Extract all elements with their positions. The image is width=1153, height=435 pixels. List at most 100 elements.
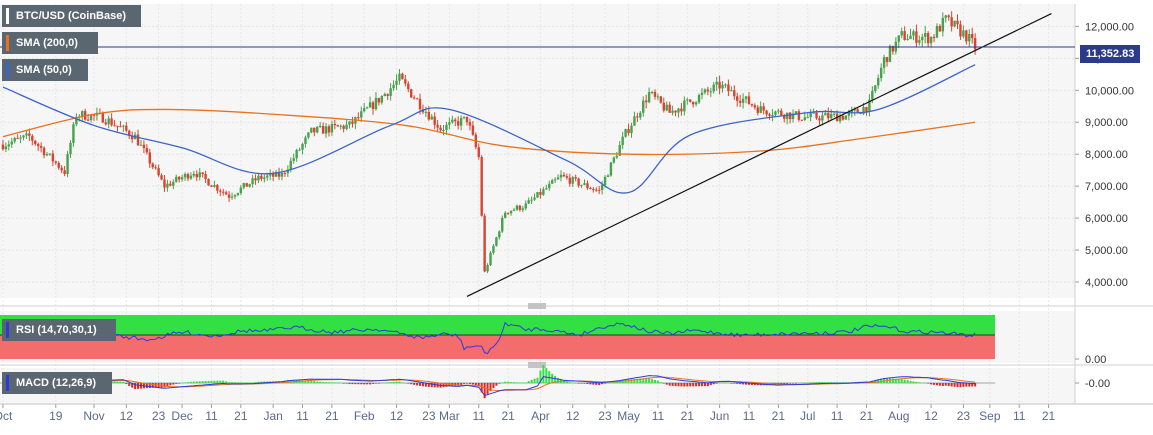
legend-macd[interactable]: MACD (12,26,9) — [2, 372, 112, 394]
candle-up — [363, 108, 366, 112]
candle-up — [424, 111, 428, 113]
candle-up — [289, 160, 292, 170]
candle-up — [486, 265, 489, 272]
candle-up — [274, 171, 278, 177]
macd-hist-bar — [935, 383, 938, 386]
macd-hist-bar — [833, 382, 836, 383]
x-tick-label: Sep — [979, 409, 1001, 423]
x-tick-label: 12 — [390, 409, 404, 423]
candle-up — [862, 107, 865, 114]
candle-down — [518, 205, 522, 210]
candle-up — [844, 115, 848, 120]
candle-up — [791, 113, 795, 120]
macd-hist-bar — [189, 381, 192, 383]
macd-hist-bar — [216, 380, 219, 383]
candle-down — [680, 108, 683, 112]
candle-up — [874, 85, 877, 91]
macd-hist-bar — [239, 382, 242, 384]
candle-up — [189, 175, 193, 179]
candle-up — [921, 36, 924, 41]
candle-up — [139, 144, 143, 146]
macd-hist-bar — [357, 383, 360, 385]
candle-down — [219, 190, 222, 192]
candle-up — [304, 137, 307, 144]
macd-hist-bar — [747, 383, 750, 385]
candle-down — [659, 96, 663, 103]
macd-hist-bar — [360, 383, 363, 385]
candle-down — [271, 173, 275, 177]
macd-hist-bar — [313, 381, 316, 383]
candle-down — [321, 125, 325, 134]
candle-down — [644, 100, 648, 103]
candle-up — [721, 84, 724, 89]
candle-up — [556, 177, 560, 180]
candle-up — [122, 125, 125, 127]
candle-up — [715, 81, 718, 85]
current-price-label: 11,352.83 — [1080, 45, 1141, 63]
macd-hist-bar — [507, 381, 510, 383]
candle-up — [286, 169, 290, 174]
macd-hist-bar — [204, 381, 207, 383]
candle-up — [4, 146, 8, 150]
candle-down — [333, 123, 337, 126]
macd-hist-bar — [718, 382, 721, 384]
macd-hist-bar — [706, 383, 709, 387]
legend-main[interactable]: BTC/USD (CoinBase) — [2, 5, 141, 27]
candle-up — [671, 110, 674, 113]
macd-hist-bar — [354, 383, 357, 385]
legend-sma50[interactable]: SMA (50,0) — [2, 59, 88, 81]
candle-down — [865, 107, 868, 112]
candle-up — [868, 99, 871, 112]
legend-main-label: BTC/USD (CoinBase) — [16, 10, 127, 22]
candle-up — [365, 107, 369, 109]
legend-sma200[interactable]: SMA (200,0) — [2, 32, 98, 54]
macd-hist-bar — [548, 371, 551, 383]
x-tick-label: 21 — [860, 409, 874, 423]
candle-up — [263, 177, 266, 179]
macd-hist-bar — [304, 380, 307, 383]
macd-hist-bar — [918, 382, 921, 383]
candle-down — [947, 15, 950, 18]
macd-hist-bar — [721, 382, 724, 384]
macd-hist-bar — [900, 378, 903, 383]
macd-hist-bar — [228, 382, 231, 383]
macd-hist-bar — [797, 382, 800, 384]
candle-down — [222, 191, 225, 193]
candle-down — [959, 24, 962, 37]
candle-down — [63, 170, 66, 174]
candle-up — [888, 45, 892, 62]
candle-down — [145, 148, 149, 153]
candle-up — [559, 174, 563, 178]
macd-hist-bar — [448, 383, 451, 387]
candle-up — [838, 116, 842, 122]
x-tick-label: 11 — [1013, 409, 1026, 423]
candle-up — [316, 126, 319, 133]
macd-hist-bar — [301, 380, 304, 383]
macd-hist-bar — [565, 381, 568, 383]
macd-hist-bar — [319, 381, 322, 383]
candle-up — [527, 200, 530, 204]
candle-up — [941, 17, 945, 32]
macd-hist-bar — [501, 382, 504, 384]
macd-hist-bar — [236, 382, 239, 383]
candle-up — [383, 93, 386, 97]
macd-hist-bar — [419, 383, 422, 386]
candle-up — [48, 153, 52, 155]
candle-down — [747, 96, 751, 105]
macd-hist-bar — [430, 383, 433, 388]
candle-down — [891, 45, 895, 52]
candle-up — [724, 84, 727, 86]
macd-hist-bar — [642, 378, 645, 383]
x-tick-label: 12 — [924, 409, 938, 423]
legend-rsi[interactable]: RSI (14,70,30,1) — [2, 319, 116, 341]
candle-down — [738, 100, 742, 103]
macd-hist-bar — [792, 383, 795, 384]
macd-hist-bar — [134, 383, 137, 390]
macd-hist-bar — [636, 378, 639, 383]
candle-up — [233, 195, 237, 197]
candle-down — [577, 178, 580, 186]
macd-hist-bar — [630, 379, 633, 383]
macd-hist-bar — [433, 383, 436, 388]
candle-up — [524, 203, 527, 209]
macd-hist-bar — [445, 383, 448, 387]
